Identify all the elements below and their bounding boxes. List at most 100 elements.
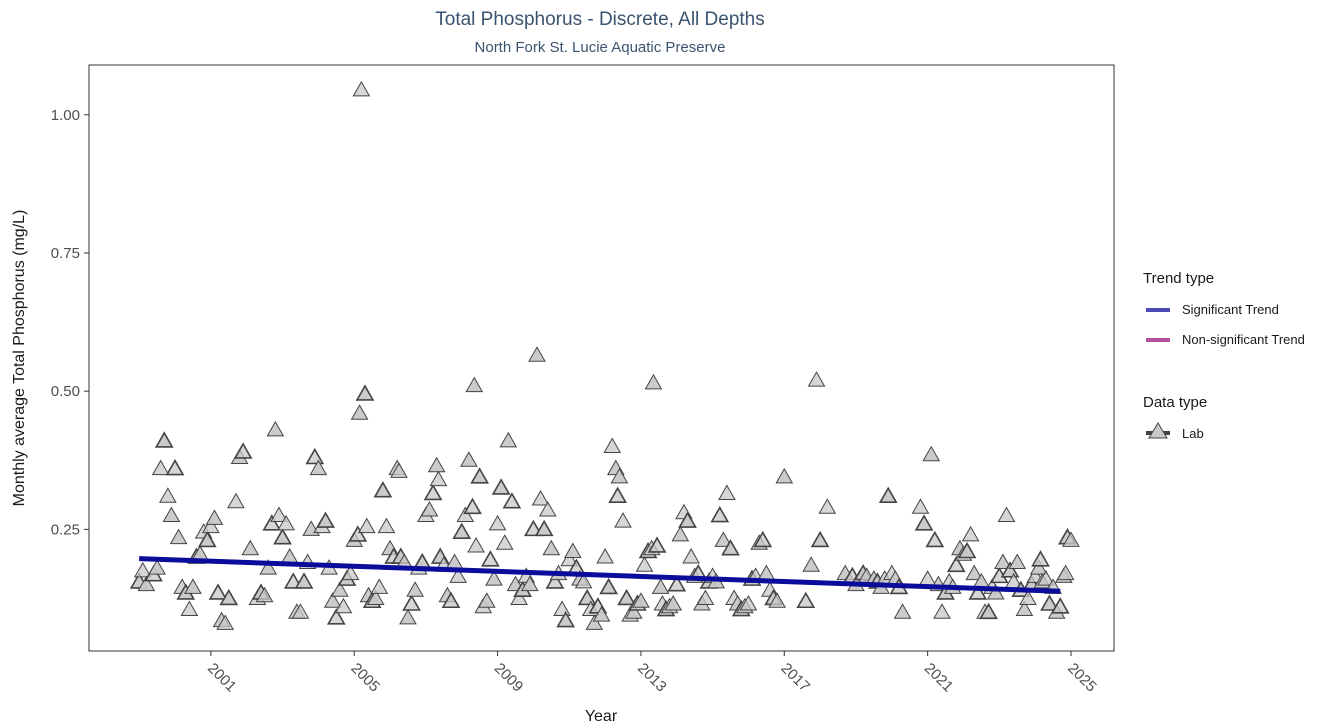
data-point-triangle	[456, 506, 475, 523]
data-point-triangle	[467, 536, 485, 553]
data-point-triangle	[481, 550, 500, 567]
data-point-triangle	[528, 346, 546, 362]
data-point-triangle	[810, 530, 830, 548]
y-tick-label: 0.75	[51, 245, 80, 262]
data-point-triangle	[1000, 561, 1020, 578]
legend-label-significant-trend: Significant Trend	[1182, 302, 1279, 317]
data-point-triangle	[531, 489, 550, 506]
legend-label-lab: Lab	[1182, 426, 1204, 441]
data-point-triangle	[520, 575, 539, 592]
data-point-triangle	[151, 459, 170, 476]
data-point-triangle	[556, 610, 576, 628]
data-point-triangle	[259, 559, 278, 575]
data-point-triangle	[957, 541, 977, 559]
data-point-triangle	[961, 525, 980, 542]
data-point-triangle	[510, 589, 528, 605]
data-point-triangle	[664, 595, 683, 611]
data-point-triangle	[334, 597, 353, 614]
data-point-triangle	[460, 451, 478, 467]
data-point-triangle	[933, 603, 951, 619]
data-point-triangle	[205, 509, 224, 525]
data-point-triangle	[491, 478, 511, 495]
data-point-triangle	[162, 506, 181, 523]
data-point-triangle	[377, 517, 396, 534]
data-point-triangle	[721, 539, 740, 556]
data-point-triangle	[463, 497, 482, 515]
data-point-triangle	[925, 530, 945, 548]
data-point-triangle	[169, 528, 188, 545]
data-point-triangle	[696, 589, 715, 605]
data-point-triangle	[154, 431, 174, 448]
data-point-triangle	[667, 575, 687, 592]
data-point-triangle	[802, 556, 821, 572]
data-point-triangle	[1040, 594, 1059, 611]
data-point-triangle	[632, 592, 650, 608]
data-point-triangle	[610, 467, 629, 484]
data-point-triangle	[775, 467, 794, 484]
data-point-triangle	[495, 534, 514, 550]
data-point-triangle	[644, 373, 663, 390]
data-point-triangle	[678, 511, 697, 528]
data-point-triangle	[355, 384, 375, 401]
data-point-triangle	[878, 486, 898, 504]
y-axis-title: Monthly average Total Phosphorus (mg/L)	[11, 210, 28, 507]
data-point-triangle	[305, 447, 325, 465]
data-point-triangle	[390, 462, 408, 478]
data-point-triangle	[560, 550, 579, 567]
data-point-triangle	[352, 80, 371, 97]
data-point-triangle	[216, 614, 235, 630]
data-point-triangle	[914, 514, 934, 531]
data-point-triangle	[158, 487, 177, 503]
data-point-triangle	[986, 583, 1005, 600]
data-point-triangle	[165, 458, 185, 476]
data-point-triangle	[635, 556, 654, 572]
data-point-triangle	[399, 608, 417, 625]
data-point-triangle	[542, 539, 561, 556]
data-point-triangle	[1037, 570, 1055, 586]
data-point-triangle	[624, 603, 643, 619]
legend-label-nonsignificant-trend: Non-significant Trend	[1182, 332, 1305, 347]
data-point-triangle	[499, 431, 518, 448]
data-point-triangle	[184, 578, 202, 594]
plot-panel	[88, 64, 1115, 652]
data-point-triangle	[201, 517, 220, 534]
data-point-triangle	[423, 483, 443, 501]
data-point-triangle	[133, 561, 152, 578]
data-point-triangle	[651, 578, 670, 594]
data-point-triangle	[449, 567, 468, 583]
data-point-triangle	[331, 581, 349, 597]
data-point-triangle	[617, 588, 636, 606]
data-point-triangle	[592, 606, 611, 622]
data-point-triangle	[682, 548, 700, 564]
data-point-triangle	[545, 572, 565, 589]
data-point-triangle	[370, 578, 389, 594]
data-point-triangle	[994, 553, 1012, 570]
data-point-triangle	[1062, 531, 1080, 547]
data-point-triangle	[406, 581, 424, 597]
data-point-triangle	[255, 586, 274, 603]
data-point-triangle	[488, 514, 507, 531]
data-point-triangle	[714, 531, 733, 547]
x-tick-label: 2021	[921, 660, 957, 696]
data-point-triangle	[219, 588, 239, 606]
data-point-triangle	[277, 514, 295, 531]
data-point-triangle	[893, 603, 912, 619]
data-point-triangle	[538, 501, 557, 517]
x-tick-label: 2009	[491, 660, 527, 696]
data-point-triangle	[807, 371, 826, 387]
x-axis-title: Year	[585, 708, 618, 725]
data-point-triangle	[227, 492, 245, 509]
data-point-triangle	[485, 570, 503, 586]
data-point-triangle	[197, 530, 217, 548]
data-point-triangle	[294, 572, 314, 589]
legend-data-title: Data type	[1143, 394, 1207, 411]
data-point-triangle	[1015, 600, 1034, 617]
data-point-triangle	[753, 530, 773, 548]
data-point-triangle	[647, 536, 667, 553]
data-point-triangle	[341, 564, 360, 581]
data-point-triangle	[979, 602, 998, 620]
data-point-triangle	[968, 583, 988, 600]
data-point-triangle	[768, 592, 786, 608]
data-point-triangle	[1031, 550, 1050, 567]
